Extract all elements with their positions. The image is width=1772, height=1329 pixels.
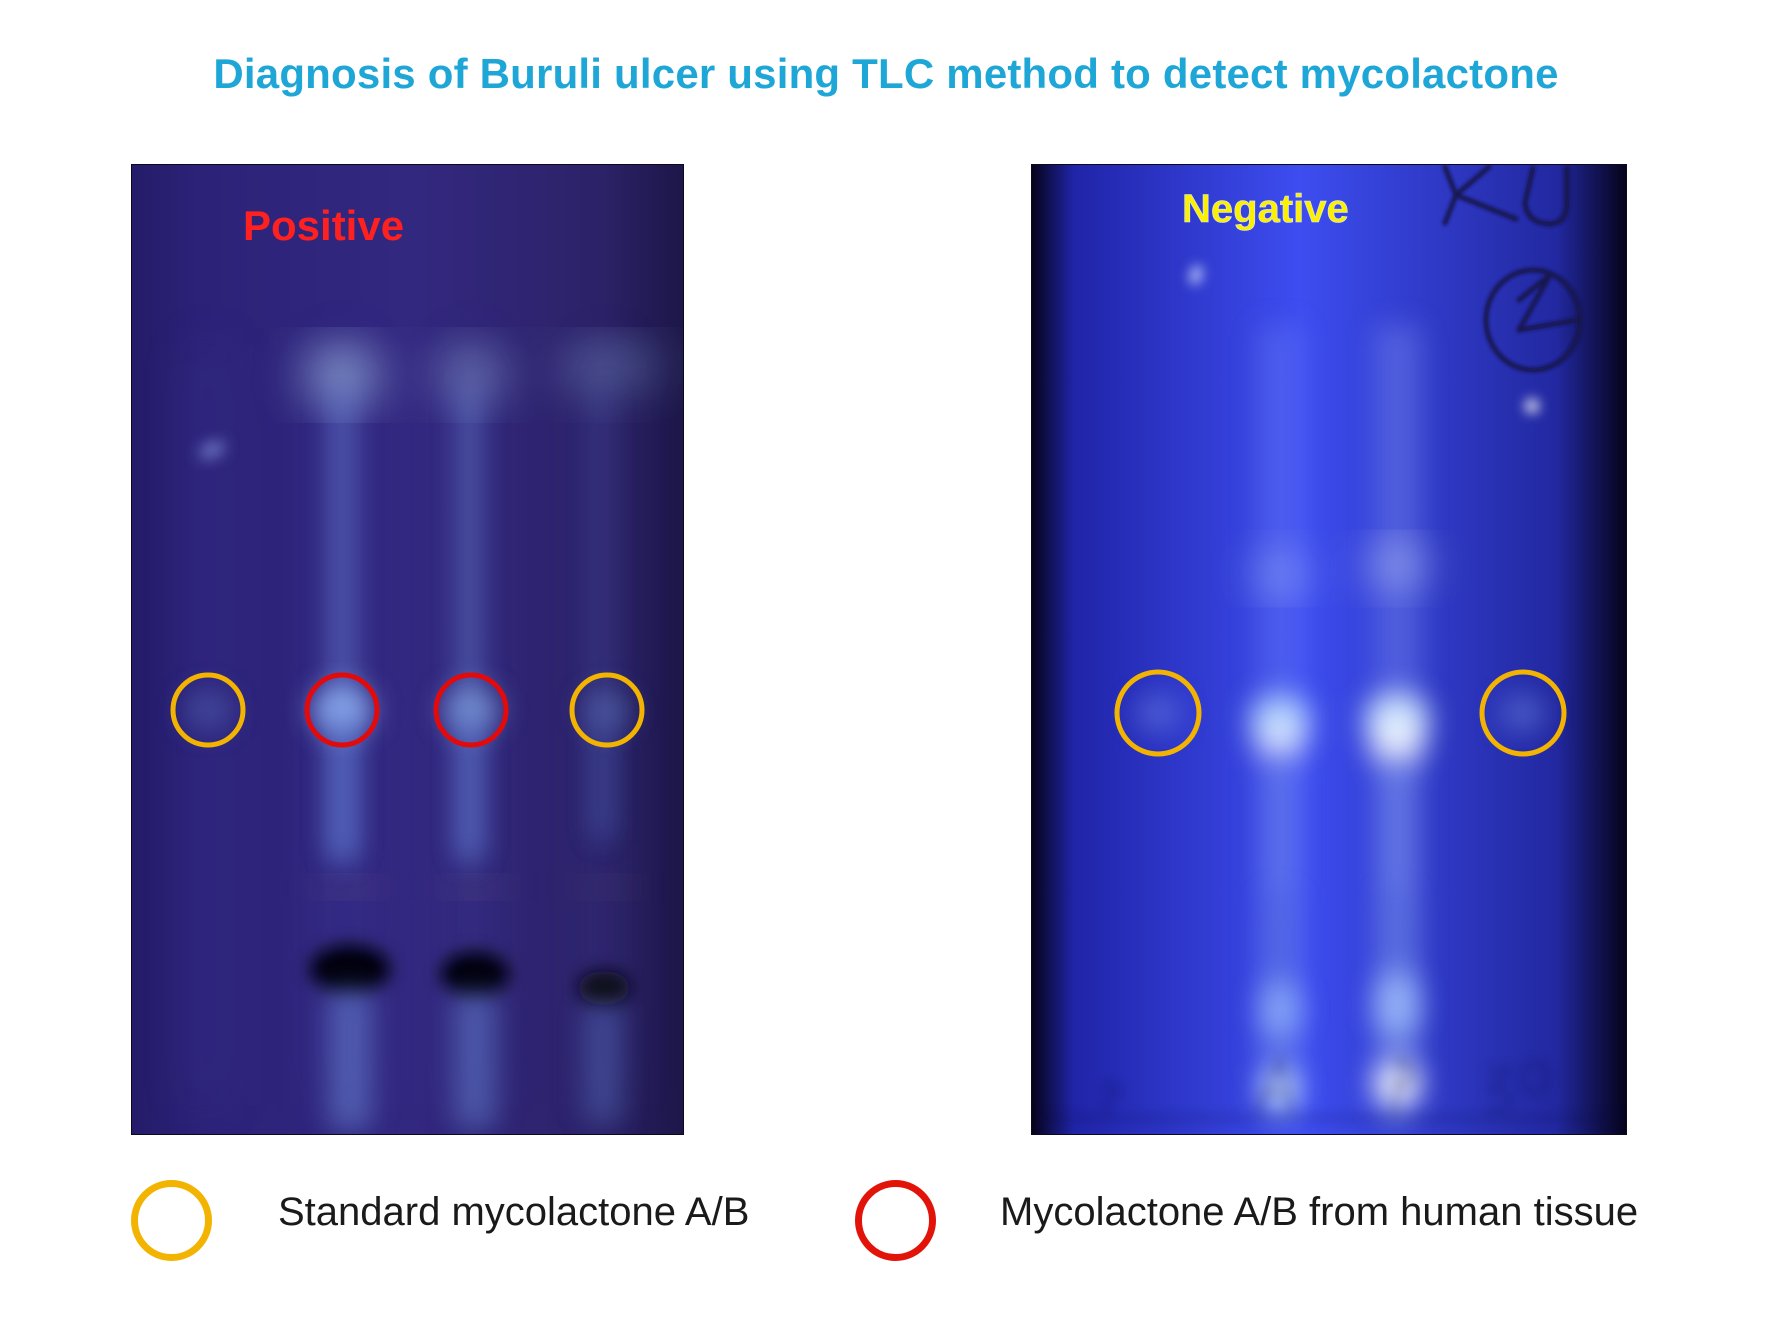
svg-text:Negative: Negative (1182, 187, 1349, 231)
svg-text:Positive: Positive (243, 202, 404, 249)
